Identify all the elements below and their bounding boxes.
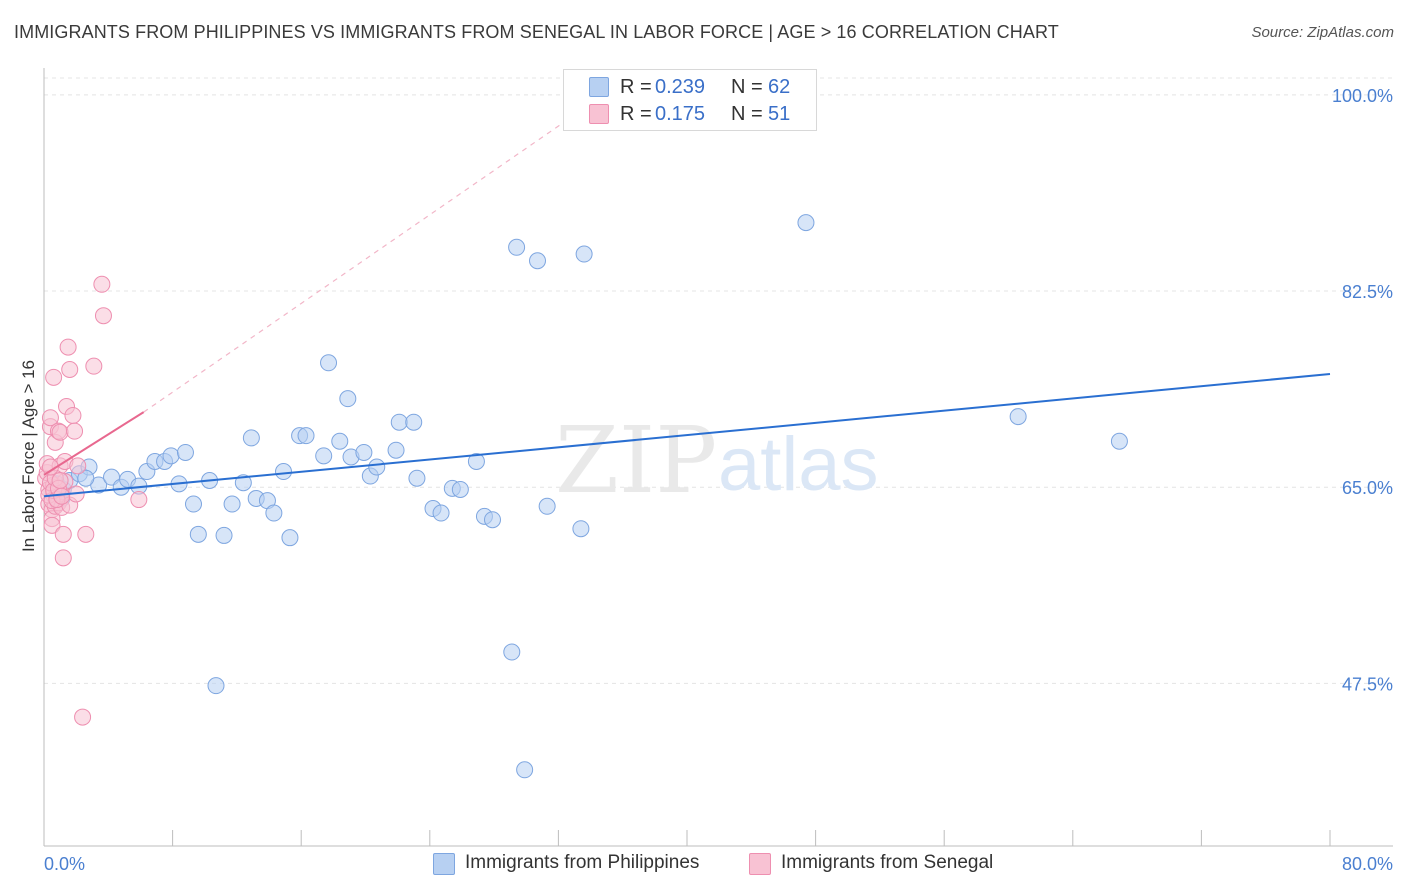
y-tick-label: 100.0%	[1332, 86, 1393, 106]
point-senegal	[66, 422, 84, 440]
point-senegal	[54, 549, 72, 567]
point-philippines	[355, 443, 373, 461]
r-label: R =	[620, 76, 652, 98]
point-senegal	[54, 525, 72, 543]
point-philippines	[405, 413, 423, 431]
point-philippines	[387, 441, 405, 459]
point-philippines	[176, 443, 194, 461]
trend-line-senegal	[43, 411, 145, 476]
trend-lines	[43, 114, 1331, 498]
point-philippines	[503, 643, 521, 661]
point-senegal	[41, 409, 59, 427]
r-label: R =	[620, 103, 652, 125]
point-philippines	[215, 526, 233, 544]
point-philippines	[483, 511, 501, 529]
point-senegal	[77, 525, 95, 543]
point-senegal	[64, 406, 82, 424]
n-label: N =	[731, 103, 763, 125]
point-philippines	[265, 504, 283, 522]
gridlines	[44, 77, 1393, 684]
stats-row-senegal: R = 0.175 N = 51	[564, 101, 816, 127]
point-philippines	[162, 447, 180, 465]
point-philippines	[275, 463, 293, 481]
point-philippines	[390, 413, 408, 431]
stats-row-philippines: R = 0.239 N = 62	[564, 74, 816, 100]
point-philippines	[242, 429, 260, 447]
point-philippines	[281, 529, 299, 547]
point-philippines	[572, 520, 590, 538]
point-philippines	[1110, 432, 1128, 450]
point-philippines	[529, 252, 547, 270]
n-label: N =	[731, 76, 763, 98]
point-philippines	[516, 761, 534, 779]
point-senegal	[41, 458, 59, 476]
point-philippines	[189, 525, 207, 543]
point-senegal	[69, 457, 87, 475]
point-senegal	[93, 275, 111, 293]
watermark: ZIP atlas	[555, 407, 879, 514]
n-value: 51	[768, 103, 791, 125]
point-senegal	[51, 423, 69, 441]
stats-legend: R = 0.239 N = 62 R = 0.175 N = 51	[563, 69, 817, 131]
chart-title: IMMIGRANTS FROM PHILIPPINES VS IMMIGRANT…	[14, 22, 1059, 42]
point-philippines	[234, 474, 252, 492]
point-philippines	[339, 390, 357, 408]
point-philippines	[331, 432, 349, 450]
point-philippines	[223, 495, 241, 513]
swatch-senegal	[589, 104, 609, 124]
n-value: 62	[768, 76, 791, 98]
point-senegal	[45, 368, 63, 386]
point-philippines	[77, 469, 95, 487]
legend-swatch-philippines	[433, 853, 455, 875]
point-philippines	[432, 504, 450, 522]
watermark-atlas: atlas	[718, 422, 879, 507]
point-philippines	[575, 245, 593, 263]
point-philippines	[184, 495, 202, 513]
axis-labels: 0.0% 80.0% In Labor Force | Age > 16 47.…	[19, 86, 1393, 874]
trend-extrapolation-senegal	[143, 114, 575, 413]
point-senegal	[85, 357, 103, 375]
source-credit: Source: ZipAtlas.com	[1251, 24, 1394, 41]
point-philippines	[1009, 408, 1027, 426]
x-tick-label-max: 80.0%	[1342, 854, 1393, 874]
r-value: 0.175	[655, 103, 706, 125]
point-senegal	[53, 487, 71, 505]
watermark-zip: ZIP	[555, 407, 717, 514]
legend-label-philippines: Immigrants from Philippines	[465, 852, 700, 873]
legend-label-senegal: Immigrants from Senegal	[781, 852, 994, 873]
point-philippines	[408, 469, 426, 487]
point-philippines	[797, 214, 815, 232]
point-senegal	[94, 307, 112, 325]
legend-item-senegal[interactable]: Immigrants from Senegal	[749, 852, 1039, 876]
y-axis-label: In Labor Force | Age > 16	[19, 360, 38, 552]
point-philippines	[508, 238, 526, 256]
r-value: 0.239	[655, 76, 706, 98]
point-philippines	[315, 447, 333, 465]
series-senegal	[37, 275, 148, 726]
point-philippines	[297, 427, 315, 445]
swatch-philippines	[589, 77, 609, 97]
legend-item-philippines[interactable]: Immigrants from Philippines	[433, 852, 733, 876]
legend-swatch-senegal	[749, 853, 771, 875]
y-tick-label: 82.5%	[1342, 282, 1393, 302]
point-senegal	[59, 338, 77, 356]
point-philippines	[538, 497, 556, 515]
point-senegal	[51, 471, 69, 489]
point-philippines	[320, 354, 338, 372]
point-philippines	[467, 452, 485, 470]
point-senegal	[61, 361, 79, 379]
trend-line-philippines	[43, 372, 1331, 498]
point-philippines	[207, 677, 225, 695]
point-senegal	[74, 708, 92, 726]
point-philippines	[451, 480, 469, 498]
point-philippines	[368, 458, 386, 476]
point-senegal	[43, 516, 61, 534]
y-tick-label: 65.0%	[1342, 478, 1393, 498]
point-senegal	[130, 491, 148, 509]
x-tick-label-min: 0.0%	[44, 854, 85, 874]
y-tick-label: 47.5%	[1342, 674, 1393, 694]
